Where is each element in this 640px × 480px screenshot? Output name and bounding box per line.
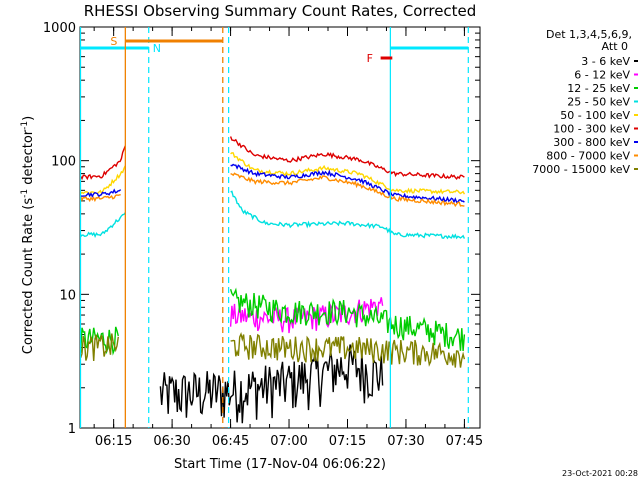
legend-entry-3-6-kev: 3 - 6 keV <box>581 55 630 68</box>
footer-date: 23-Oct-2021 00:28 <box>562 469 638 478</box>
x-tick-label: 06:15 <box>95 434 132 449</box>
legend-entry-7000-15000-kev: 7000 - 15000 keV <box>532 163 630 176</box>
series-800-7000-kev-pre <box>80 194 121 203</box>
series-25-50-kev-pre <box>80 212 126 239</box>
series-7000-15000-kev-pre <box>80 333 119 361</box>
legend-entry-6-12-kev: 6 - 12 keV <box>574 69 630 82</box>
y-axis-label-mid: detector <box>21 129 36 189</box>
x-tick-label: 07:45 <box>446 434 483 449</box>
legend-header-1: Det 1,3,4,5,6,9, <box>546 28 632 41</box>
series-12-25-kev-post <box>229 287 466 351</box>
x-tick-label: 06:30 <box>153 434 190 449</box>
chart-title: RHESSI Observing Summary Count Rates, Co… <box>84 2 477 20</box>
legend-entry-300-800-kev: 300 - 800 keV <box>553 136 630 149</box>
series-800-7000-kev-post <box>230 172 465 208</box>
legend-entry-12-25-kev: 12 - 25 keV <box>567 82 630 95</box>
series-100-300-kev-pre <box>80 145 126 181</box>
x-axis-label: Start Time (17-Nov-04 06:06:22) <box>174 457 386 472</box>
series-12-25-kev-pre <box>80 326 119 356</box>
legend-entry-100-300-kev: 100 - 300 keV <box>553 123 630 136</box>
plot-frame <box>79 26 481 429</box>
series-300-800-kev-pre <box>80 188 122 198</box>
x-tick-label: 07:15 <box>329 434 366 449</box>
series-25-50-kev-post <box>230 190 466 240</box>
series-6-12-kev-post <box>229 297 384 334</box>
overlay-layer: S N F <box>79 27 469 428</box>
y-tick-label: 10 <box>59 288 76 303</box>
x-tick-label: 07:30 <box>387 434 424 449</box>
annotation-s: S <box>110 35 117 48</box>
x-tick-label: 06:45 <box>212 434 249 449</box>
series-100-300-kev-post <box>229 136 465 181</box>
plot-area <box>79 26 481 429</box>
legend-header-2: Att 0 <box>602 40 628 53</box>
legend-entry-50-100-kev: 50 - 100 keV <box>560 109 630 122</box>
series-7000-15000-kev-post <box>230 331 466 368</box>
annotation-f: F <box>367 52 373 65</box>
y-axis-label-end: ) <box>21 116 36 121</box>
x-tick-label: 07:00 <box>270 434 307 449</box>
axes <box>80 26 480 429</box>
y-axis-label-main: Corrected Count Rate (s <box>21 198 36 355</box>
y-tick-label: 1 <box>68 422 76 437</box>
y-tick-label: 100 <box>51 155 76 170</box>
annotation-n: N <box>153 42 161 55</box>
series-300-800-kev-post <box>230 163 465 204</box>
y-axis-label-sup2: -1 <box>20 121 30 130</box>
series-3-6-kev-post <box>159 344 384 424</box>
y-axis-label: Corrected Count Rate (s-1 detector-1) <box>20 116 36 354</box>
legend-entry-800-7000-kev: 800 - 7000 keV <box>546 150 630 163</box>
y-tick-label: 1000 <box>43 21 76 36</box>
y-axis-label-sup1: -1 <box>20 189 30 198</box>
legend-entry-25-50-kev: 25 - 50 keV <box>567 96 630 109</box>
series-layer <box>80 136 466 424</box>
tick-labels: 1 10 100 1000 06:15 06:30 06:45 07:00 07:15 07:30… <box>43 21 483 449</box>
series-50-100-kev-post <box>230 152 466 195</box>
